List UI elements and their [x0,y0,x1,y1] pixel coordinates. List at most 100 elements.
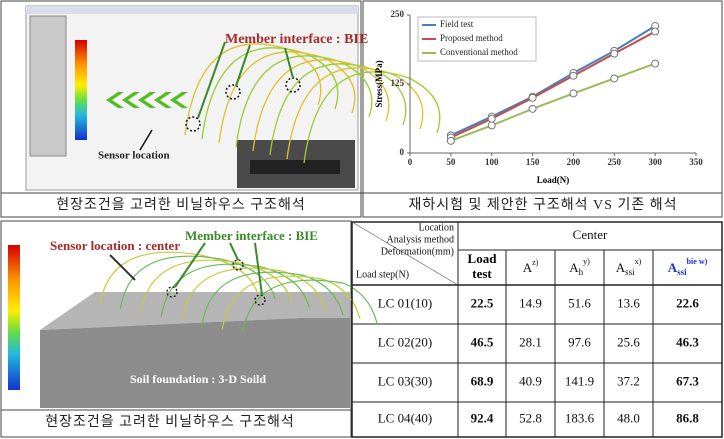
table-cell: 22.6 [676,295,699,310]
table-cell: 46.3 [676,334,699,349]
header-part: h [579,267,584,277]
annotation: Sensor location [98,150,170,162]
table-cell: 37.2 [617,373,640,388]
x-tick-label: 350 [689,157,703,167]
arch [286,67,424,160]
header-part: bie w) [687,257,708,266]
sensor [225,84,241,100]
pointer [109,254,136,281]
column-header: Assix) [616,257,642,277]
point [651,27,660,36]
header-part: A [616,260,626,275]
pointer [174,242,206,288]
arch [221,275,361,330]
table-cell: 68.9 [471,373,494,388]
table-cell: 40.9 [519,373,542,388]
point [528,104,537,113]
table-cell: 25.6 [617,334,640,349]
arch [242,279,378,334]
header-part: ssi [677,267,687,277]
header-part: A [569,260,579,275]
arrow [138,92,156,108]
header-part: x) [635,257,642,266]
simulation-screenshot [25,5,441,191]
header-part: A [668,260,678,275]
legend-box [417,16,537,62]
row-label: LC 02(20) [378,334,433,349]
x-tick-label: 250 [608,157,622,167]
point [528,93,537,102]
y-axis-label: Stress(MPa) [374,60,384,107]
table-cell: 51.6 [568,295,591,310]
point [487,121,496,130]
arch [99,251,259,306]
sensor [232,259,244,271]
point [651,59,660,68]
annotation: Member interface : BIE [225,32,368,47]
arch [303,71,441,164]
panel-frame [362,0,723,218]
header-part: y) [583,257,590,266]
x-tick-label: 0 [408,157,413,167]
column-header: Load [468,251,498,266]
annotation: Soil foundation : 3-D Soild [130,372,266,386]
point [569,71,578,80]
series-line [450,25,656,137]
x-tick-label: 100 [485,157,499,167]
sensor [166,286,178,298]
pointer [139,129,153,151]
table-cell: 141.9 [565,373,594,388]
chart: Stress(MPa) Load(N) 0 125 250 0 50 100 150 200 2… [374,9,703,185]
point [487,114,496,123]
column-header: Az) [523,258,539,275]
pointer [254,242,263,296]
arrow [122,92,140,108]
table-cell: 14.9 [519,295,542,310]
table-cell: 52.8 [519,410,542,425]
series-line [450,62,656,142]
group-header: Center [573,227,608,242]
table-cell: 13.6 [617,295,640,310]
row-label: LC 04(40) [378,410,433,425]
sensor [254,294,266,306]
corner-label: Load step(N) [356,269,409,280]
table-cell: 97.6 [568,334,591,349]
table-cell: 67.3 [676,373,699,388]
row-label: LC 03(30) [378,373,433,388]
column-header: test [472,266,492,281]
series-line [450,30,656,139]
point [610,49,619,58]
arch [181,267,327,322]
table-cell: 183.6 [565,410,595,425]
point [569,89,578,98]
arch [235,55,373,148]
column-header: Assibie w) [668,257,708,277]
legend-label: Conventional method [440,47,518,57]
column-header: Ahy) [569,257,590,277]
arch [201,271,344,326]
table-cell: 92.4 [471,410,494,425]
arch [218,51,356,144]
arch [269,63,407,156]
annotation: Sensor location : center [50,238,180,253]
x-tick-label: 50 [446,157,456,167]
table-cell: 28.1 [519,334,542,349]
pointer [235,44,251,87]
table-border [351,221,723,438]
point [446,136,455,145]
corner-label: Deformation(mm) [381,246,454,257]
arrow [170,92,188,108]
table-cell: 22.5 [471,295,494,310]
sensor [185,116,201,132]
arch [201,47,339,140]
legend-label: Field test [440,19,474,29]
table-cell: 48.0 [617,410,640,425]
y-tick-label: 0 [400,147,405,157]
arch [252,59,390,152]
corner-label: Analysis method [387,234,455,245]
header-part: A [523,260,533,275]
y-tick-label: 125 [391,78,405,88]
simulation-screenshot [8,242,378,408]
